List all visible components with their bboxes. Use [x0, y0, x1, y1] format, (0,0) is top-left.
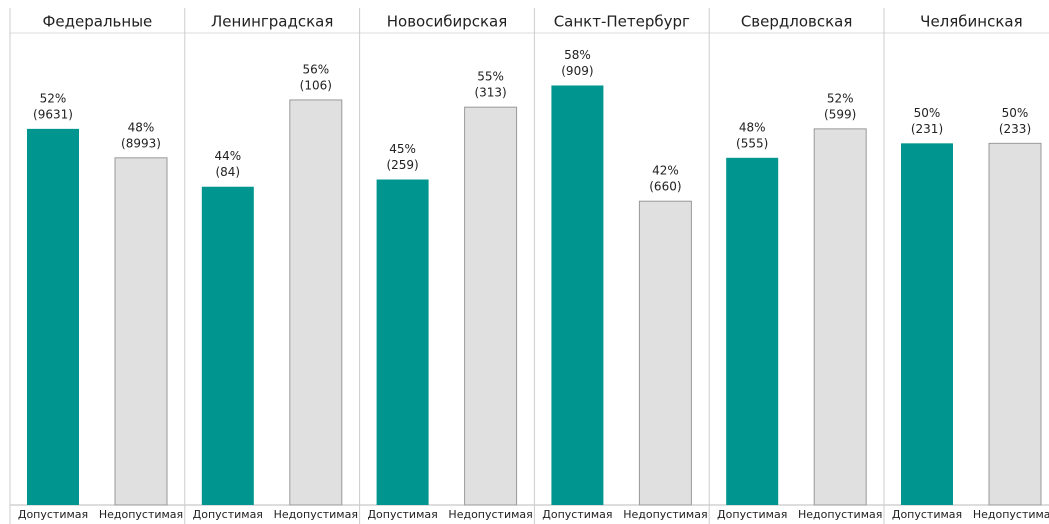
panel-title: Ленинградская	[211, 13, 333, 31]
value-label: 58%	[564, 48, 591, 62]
value-label: 50%	[1002, 106, 1029, 120]
bar	[376, 179, 429, 505]
count-label: (555)	[736, 136, 768, 150]
x-tick-label: Допустимая	[18, 508, 88, 521]
panel-title: Санкт-Петербург	[554, 13, 690, 31]
bar	[638, 200, 692, 506]
x-tick-label: Допустимая	[193, 508, 263, 521]
count-label: (231)	[911, 122, 943, 136]
value-label: 42%	[652, 164, 679, 178]
value-label: 52%	[827, 91, 854, 105]
x-tick-label: Недопустимая	[448, 508, 532, 521]
x-tick-label: Недопустимая	[798, 508, 882, 521]
x-tick-label: Недопустимая	[973, 508, 1049, 521]
bar	[27, 128, 79, 505]
count-label: (259)	[386, 158, 418, 172]
x-tick-label: Допустимая	[892, 508, 962, 521]
count-label: (313)	[474, 86, 506, 100]
value-label: 45%	[389, 142, 416, 156]
bar	[988, 142, 1042, 506]
value-label: 56%	[302, 62, 329, 76]
panel-title: Свердловская	[741, 13, 853, 31]
count-label: (660)	[649, 180, 681, 194]
x-tick-label: Недопустимая	[274, 508, 358, 521]
count-label: (9631)	[33, 107, 73, 121]
value-label: 48%	[739, 120, 766, 134]
count-label: (84)	[215, 165, 240, 179]
x-tick-label: Допустимая	[367, 508, 437, 521]
bar	[201, 186, 254, 505]
panel-title: Челябинская	[920, 13, 1022, 31]
count-label: (599)	[824, 107, 856, 121]
bar	[464, 106, 518, 506]
bar	[901, 143, 953, 506]
value-label: 52%	[40, 91, 67, 105]
bar	[114, 157, 168, 506]
x-tick-label: Допустимая	[542, 508, 612, 521]
count-label: (106)	[300, 78, 332, 92]
value-label: 55%	[477, 70, 504, 84]
panel-title: Федеральные	[43, 13, 153, 31]
count-label: (233)	[999, 122, 1031, 136]
panel-title: Новосибирская	[387, 13, 508, 31]
bar	[813, 128, 867, 506]
x-tick-label: Допустимая	[717, 508, 787, 521]
value-label: 50%	[914, 106, 941, 120]
bar	[726, 157, 779, 506]
bar	[289, 99, 343, 506]
value-label: 48%	[128, 120, 155, 134]
bar	[551, 85, 604, 505]
value-label: 44%	[214, 149, 241, 163]
count-label: (8993)	[121, 136, 161, 150]
count-label: (909)	[561, 64, 593, 78]
x-tick-label: Недопустимая	[623, 508, 707, 521]
x-tick-label: Недопустимая	[99, 508, 183, 521]
